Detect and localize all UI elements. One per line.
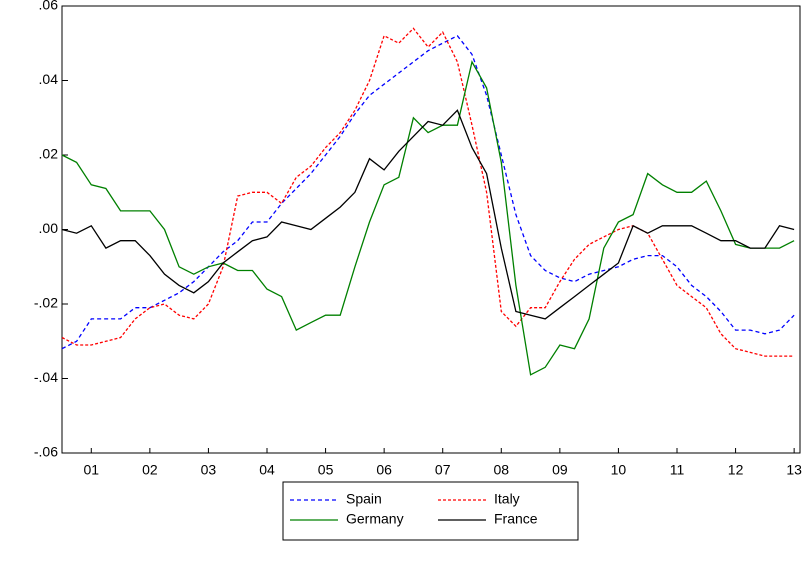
x-tick-label: 03	[201, 462, 217, 478]
x-tick-label: 09	[552, 462, 568, 478]
series-line	[61, 109, 795, 320]
plot-frame	[61, 5, 801, 454]
series-line	[61, 27, 795, 357]
y-tick-label: -.02	[34, 295, 58, 311]
y-tick-label: .00	[39, 220, 59, 236]
legend-box	[282, 481, 579, 541]
y-tick-label: .04	[39, 71, 59, 87]
y-tick-label: .06	[39, 0, 59, 13]
x-tick-label: 10	[611, 462, 627, 478]
x-tick-label: 12	[728, 462, 744, 478]
series-line	[61, 60, 795, 376]
x-tick-label: 13	[786, 462, 802, 478]
y-tick-label: -.04	[34, 369, 58, 385]
x-tick-label: 02	[142, 462, 158, 478]
x-tick-label: 06	[376, 462, 392, 478]
y-tick-label: .02	[39, 146, 59, 162]
x-tick-label: 08	[493, 462, 509, 478]
x-tick-label: 01	[83, 462, 99, 478]
legend-label: Germany	[346, 511, 404, 527]
legend-label: Italy	[494, 491, 520, 507]
x-tick-label: 11	[670, 462, 685, 478]
series-line	[61, 34, 795, 350]
y-tick-label: -.06	[34, 444, 58, 460]
x-tick-label: 05	[318, 462, 334, 478]
x-tick-label: 04	[259, 462, 275, 478]
legend-label: France	[494, 511, 538, 527]
x-tick-label: 07	[435, 462, 451, 478]
legend-label: Spain	[346, 491, 382, 507]
